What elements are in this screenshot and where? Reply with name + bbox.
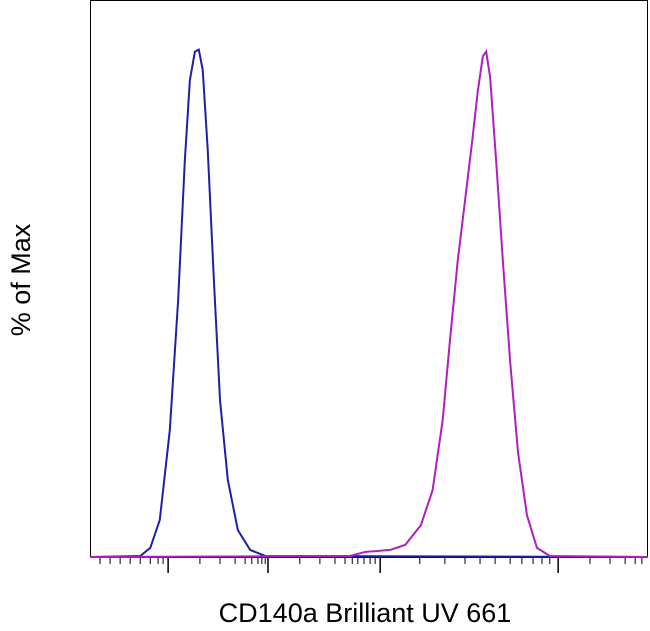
plot-frame	[90, 0, 648, 558]
x-axis-label: CD140a Brilliant UV 661	[219, 598, 512, 628]
histogram-line	[89, 49, 649, 558]
y-axis-label: % of Max	[6, 223, 36, 336]
histogram-line	[89, 48, 649, 558]
